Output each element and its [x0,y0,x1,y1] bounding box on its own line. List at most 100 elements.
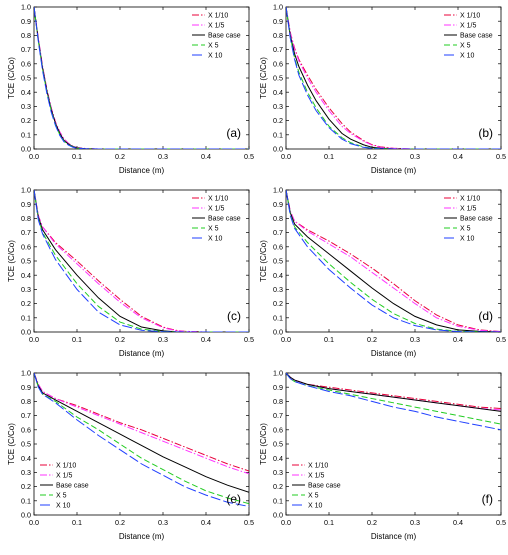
legend-label: X 10 [460,53,475,60]
y-tick-label: 0.3 [21,102,31,111]
series-line [286,190,501,332]
y-tick-label: 0.0 [273,145,283,154]
x-tick-label: 0.4 [453,152,463,161]
x-tick-label: 0.2 [115,152,125,161]
y-tick-label: 0.2 [273,299,283,308]
legend-label: Base case [208,216,241,223]
y-tick-label: 0.9 [21,17,31,26]
legend-label: X 10 [208,53,223,60]
series-line [286,190,501,332]
y-tick-label: 0.7 [21,228,31,237]
legend-label: X 10 [308,503,323,510]
y-tick-label: 0.9 [273,383,283,392]
y-tick-label: 0.8 [21,214,31,223]
legend-label: X 1/5 [208,23,224,30]
series-line [286,7,501,149]
y-tick-label: 0.6 [273,425,283,434]
y-tick-label: 0.2 [273,482,283,491]
legend-label: X 10 [460,236,475,243]
panel-label: (d) [478,309,493,323]
series-line [34,373,249,493]
legend-label: X 1/10 [56,463,76,470]
x-tick-label: 0.5 [244,152,254,161]
series-line [286,190,501,332]
legend-label: X 5 [460,226,471,233]
series-line [286,373,501,431]
legend: X 1/10 X 1/5 Base case X 5 X 10 [444,196,493,243]
y-tick-label: 0.5 [21,440,31,449]
x-tick-label: 0.3 [410,335,420,344]
y-tick-label: 0.6 [273,59,283,68]
legend-label: X 5 [308,493,319,500]
legend-label: Base case [460,33,493,40]
x-tick-label: 0.3 [158,518,168,527]
x-tick-label: 0.5 [496,335,506,344]
legend-label: X 5 [208,43,219,50]
y-tick-label: 0.4 [273,271,283,280]
panel-label: (f) [482,492,493,506]
y-tick-label: 0.4 [21,271,31,280]
legend-label: X 1/5 [56,473,72,480]
legend: X 1/10 X 1/5 Base case X 5 X 10 [192,196,241,243]
series-line [34,373,249,507]
y-tick-label: 0.8 [21,31,31,40]
y-tick-label: 0.1 [273,496,283,505]
chart-panel: 0.0 0.1 0.2 0.3 0.4 0.5 0.6 0.7 0.8 0.9 1.0 0.0 0.1 0… [259,186,506,358]
y-tick-label: 0.6 [21,59,31,68]
legend-label: X 1/5 [308,473,324,480]
y-tick-label: 0.5 [21,257,31,266]
x-tick-label: 0.4 [201,518,211,527]
legend-label: X 10 [208,236,223,243]
y-tick-label: 0.5 [273,257,283,266]
x-tick-label: 0.1 [324,518,334,527]
series-lines [286,190,501,332]
series-line [34,190,249,332]
y-tick-label: 0.7 [21,411,31,420]
y-tick-label: 0.8 [273,214,283,223]
chart-panel: 0.0 0.1 0.2 0.3 0.4 0.5 0.6 0.7 0.8 0.9 1.0 0.0 0.1 0… [7,3,254,175]
x-tick-label: 0.1 [324,335,334,344]
x-tick-label: 0.5 [496,518,506,527]
y-tick-label: 0.8 [21,397,31,406]
y-axis-label: TCE (C/Co) [7,240,16,282]
x-tick-label: 0.0 [29,518,39,527]
legend-label: X 1/10 [208,196,228,203]
x-tick-label: 0.4 [201,152,211,161]
legend-label: X 1/10 [308,463,328,470]
y-axis-label: TCE (C/Co) [259,423,268,465]
y-tick-label: 0.7 [273,45,283,54]
plot-frame [33,372,250,516]
x-tick-label: 0.0 [29,335,39,344]
legend-label: X 5 [56,493,67,500]
y-tick-label: 0.6 [21,242,31,251]
y-tick-label: 0.1 [21,496,31,505]
series-line [34,190,249,332]
x-tick-label: 0.3 [410,518,420,527]
x-tick-label: 0.1 [72,335,82,344]
legend-label: X 5 [208,226,219,233]
x-tick-label: 0.2 [367,335,377,344]
y-tick-label: 0.8 [273,397,283,406]
series-line [286,373,501,412]
y-tick-label: 0.5 [21,74,31,83]
x-tick-label: 0.2 [115,335,125,344]
y-tick-label: 0.3 [21,468,31,477]
plot-frame [33,189,250,333]
panel-label: (e) [226,492,241,506]
legend-label: Base case [308,483,341,490]
legend: X 1/10 X 1/5 Base case X 5 X 10 [444,13,493,60]
series-line [286,190,501,332]
legend: X 1/10 X 1/5 Base case X 5 X 10 [40,463,89,510]
x-tick-label: 0.0 [29,152,39,161]
y-tick-label: 0.6 [21,425,31,434]
y-tick-label: 0.5 [273,440,283,449]
legend-label: X 1/10 [460,196,480,203]
x-tick-label: 0.5 [244,518,254,527]
legend-label: X 5 [460,43,471,50]
y-tick-label: 0.2 [21,482,31,491]
legend-label: X 1/5 [460,206,476,213]
series-lines [34,7,249,149]
x-axis-label: Distance (m) [119,166,165,175]
series-lines [286,373,501,431]
